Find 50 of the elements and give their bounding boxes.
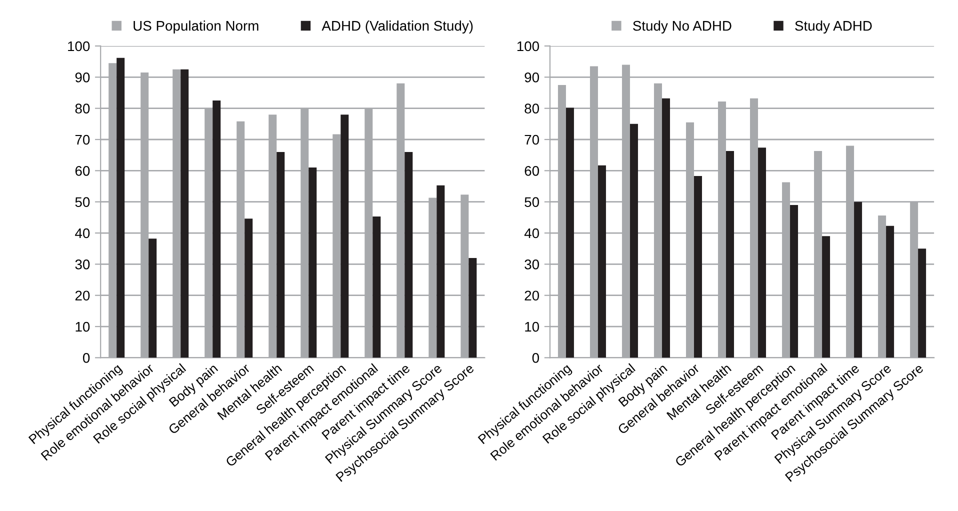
y-tick-label: 70 xyxy=(75,134,90,145)
y-tick-label: 70 xyxy=(524,134,540,145)
y-tick-label: 50 xyxy=(75,197,90,208)
bar xyxy=(180,69,189,358)
bar xyxy=(212,100,221,358)
bar xyxy=(790,204,798,358)
bar xyxy=(598,165,606,358)
y-tick-label: 40 xyxy=(75,228,90,238)
legend-label: ADHD (Validation Study) xyxy=(322,20,473,34)
y-tick-label: 20 xyxy=(75,290,90,301)
bar xyxy=(630,124,638,358)
bar xyxy=(372,216,381,358)
bar xyxy=(276,152,285,358)
legend-label: Study ADHD xyxy=(795,20,872,34)
bar xyxy=(918,248,926,358)
legend-label: US Population Norm xyxy=(134,20,258,34)
y-tick-label: 40 xyxy=(524,228,540,238)
bar xyxy=(726,151,734,358)
y-tick-label: 0 xyxy=(532,353,540,363)
y-tick-label: 80 xyxy=(524,104,540,114)
y-tick-label: 100 xyxy=(517,41,540,52)
bar xyxy=(854,202,862,358)
y-tick-label: 90 xyxy=(75,72,90,82)
bar xyxy=(886,226,894,358)
y-tick-label: 50 xyxy=(524,197,540,208)
y-tick-label: 20 xyxy=(524,290,540,301)
y-tick-label: 60 xyxy=(75,166,90,176)
y-tick-label: 90 xyxy=(524,72,540,82)
bar xyxy=(468,258,477,358)
bar xyxy=(436,185,445,358)
bar xyxy=(308,168,317,358)
bar xyxy=(822,236,830,358)
legend-label: Study No ADHD xyxy=(633,20,732,34)
bar xyxy=(244,218,253,358)
bar xyxy=(758,148,766,358)
bar xyxy=(566,108,574,358)
bar xyxy=(694,176,702,358)
bar xyxy=(404,152,413,358)
y-tick-label: 10 xyxy=(525,322,540,332)
bar xyxy=(148,238,157,358)
y-tick-label: 0 xyxy=(82,353,90,363)
y-tick-label: 60 xyxy=(524,166,540,176)
y-tick-label: 100 xyxy=(68,41,90,52)
y-tick-label: 30 xyxy=(75,260,90,270)
bar xyxy=(662,98,670,358)
bar xyxy=(116,58,125,358)
y-tick-label: 10 xyxy=(76,322,90,332)
y-tick-label: 80 xyxy=(75,104,90,114)
bar xyxy=(340,114,349,358)
y-tick-label: 30 xyxy=(524,260,540,270)
